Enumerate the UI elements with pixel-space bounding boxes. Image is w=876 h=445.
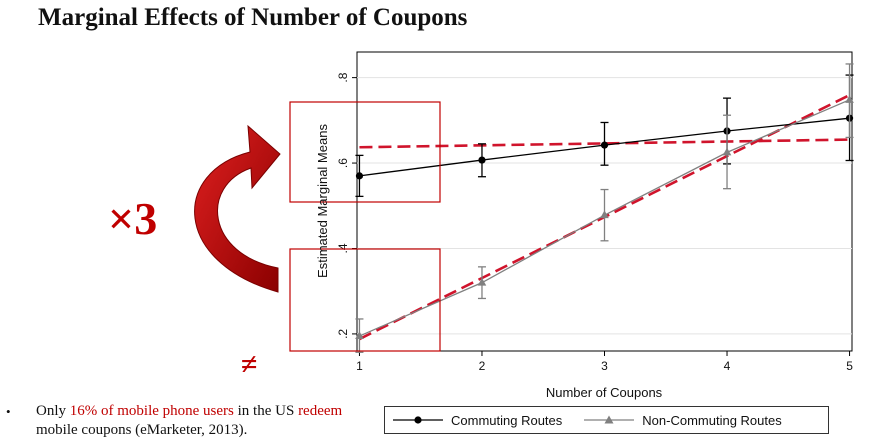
not-equal-label: ≠ [241, 348, 258, 381]
x-tick-label: 2 [479, 359, 486, 373]
x-tick-label: 1 [356, 359, 363, 373]
data-point [600, 210, 609, 219]
chart-legend: Commuting Routes Non-Commuting Routes [384, 406, 829, 434]
legend-symbol-triangle-icon [584, 415, 635, 424]
legend-symbol-circle-icon [393, 416, 443, 424]
data-point [722, 147, 732, 156]
y-tick-label: .6 [336, 158, 350, 168]
legend-item-commuting: Commuting Routes [393, 413, 562, 428]
x-tick-label: 3 [601, 359, 608, 373]
series-layer [355, 63, 854, 353]
data-point [477, 277, 487, 286]
slide-title: Marginal Effects of Number of Coupons [38, 4, 468, 31]
data-point [845, 95, 854, 103]
bullet-text-post: mobile coupons (eMarketer, 2013). [36, 422, 248, 438]
legend-label-non-commuting: Non-Commuting Routes [642, 412, 782, 428]
y-tick-label: .2 [336, 329, 350, 339]
bullet-text-pre: Only [36, 403, 70, 419]
bullet-highlight-users: 16% of mobile phone users [69, 403, 234, 419]
x-tick-label: 4 [724, 359, 731, 373]
curved-arrow-icon [194, 124, 281, 293]
y-axis-label: Estimated Marginal Means [315, 124, 330, 278]
legend-label-commuting: Commuting Routes [451, 412, 563, 428]
legend-item-non-commuting: Non-Commuting Routes [584, 412, 782, 428]
highlight-box-top [289, 101, 441, 203]
y-tick-label: .4 [336, 243, 350, 253]
data-point [478, 156, 486, 164]
y-tick-label: .8 [336, 72, 350, 82]
bullet-highlight-redeem: redeem [298, 403, 343, 419]
bullet-note: • Only 16% of mobile phone users in the … [6, 402, 346, 440]
data-point [355, 331, 364, 340]
highlight-box-bottom [289, 248, 441, 352]
x-axis-label: Number of Coupons [546, 385, 663, 400]
multiplier-label: ×3 [108, 193, 158, 244]
fit-line [359, 138, 853, 149]
bullet-dot-icon: • [6, 404, 11, 419]
axes: .2 .4 .6 .8 1 2 3 4 5 [336, 72, 853, 373]
x-tick-label: 5 [846, 359, 853, 373]
bullet-text-mid: in the US [233, 403, 299, 419]
data-point [355, 172, 364, 180]
data-point [600, 141, 609, 149]
